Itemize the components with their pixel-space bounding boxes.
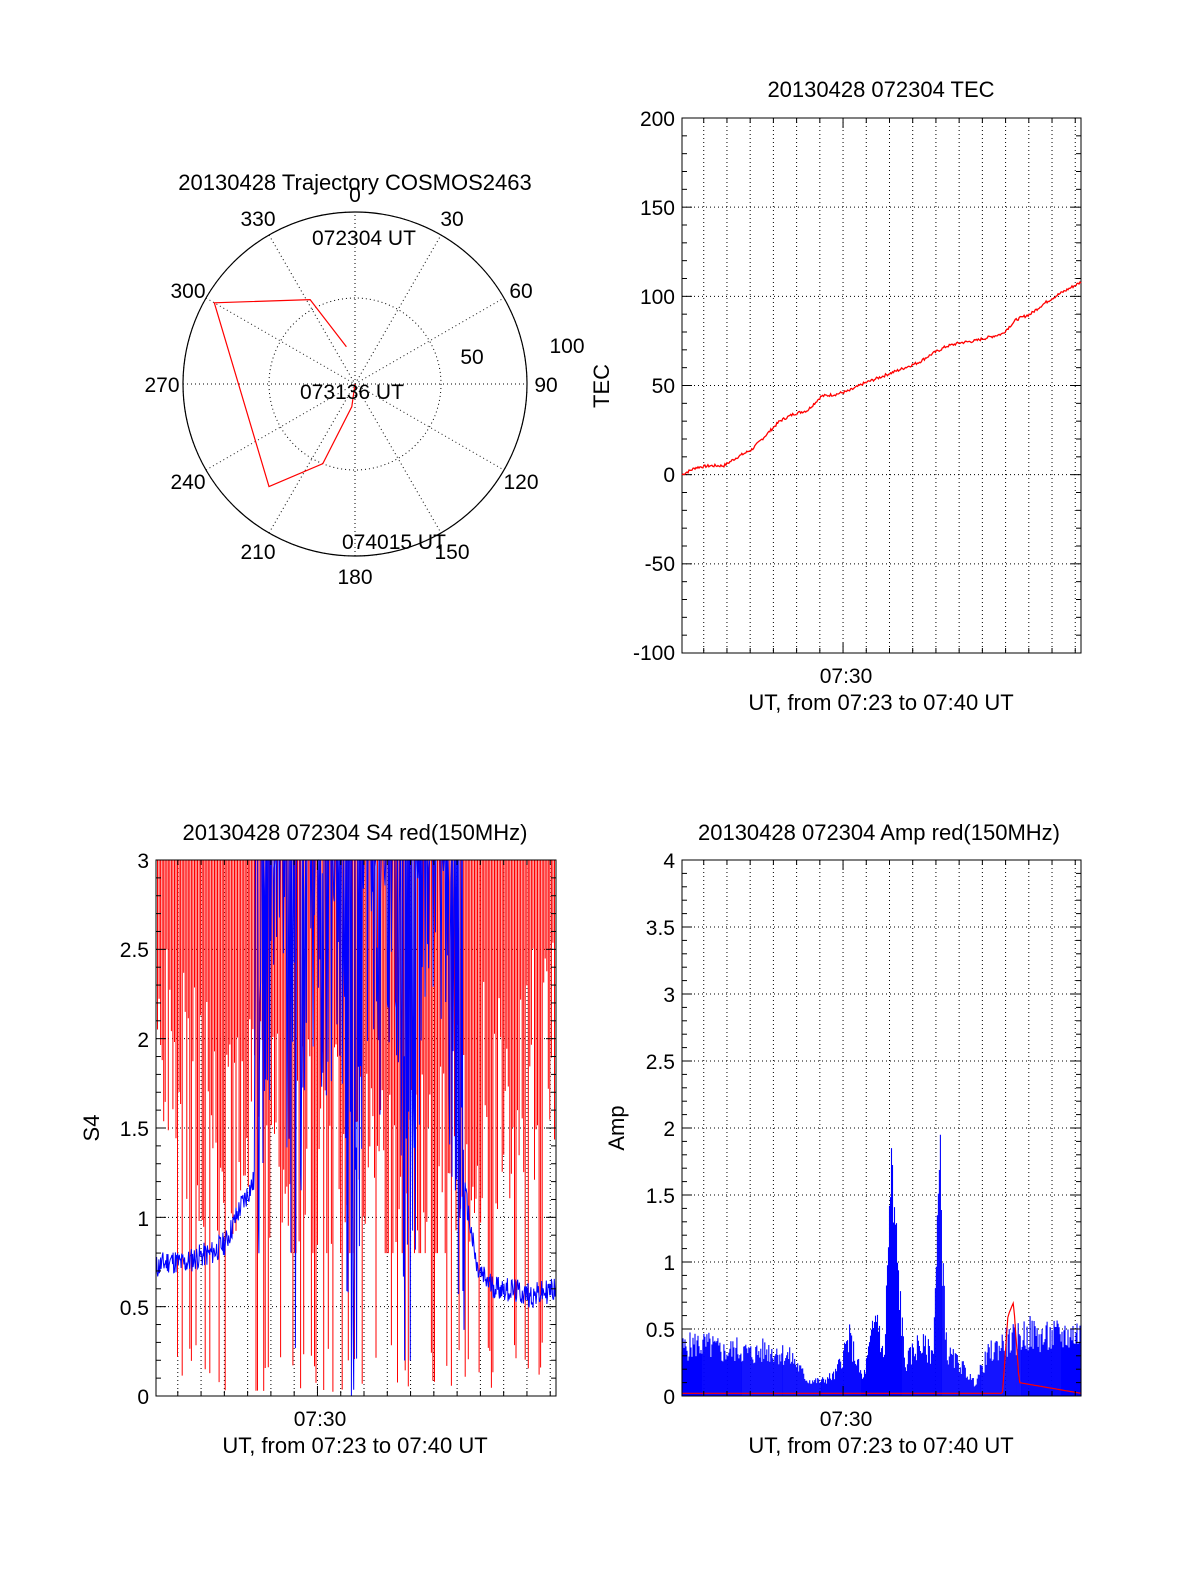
azimuth-label-150: 150 [434,541,469,564]
trajectory-mid-time: 073136 UT [300,381,404,404]
elevation-ring-label-50: 50 [460,346,483,369]
polar-ring-50 [268,297,442,471]
trajectory-end-time: 074015 UT [342,531,446,554]
s4-ytick-label: 2 [137,1029,149,1052]
tec-plot-frame [681,117,1082,654]
azimuth-label-300: 300 [170,280,205,303]
amp-ytick-label: 1.5 [646,1185,675,1208]
azimuth-label-0: 0 [349,184,361,207]
amp-xtick-label: 07:30 [820,1408,873,1431]
azimuth-label-30: 30 [440,208,463,231]
amp-red-series-line [682,1300,1082,1394]
s4-ytick-label: 0 [137,1386,149,1409]
elevation-ring-label-100: 100 [549,335,584,358]
amp-xlabel: UT, from 07:23 to 07:40 UT [748,1433,1013,1458]
amp-ytick-label: 4 [663,850,675,873]
tec-panel: 20130428 072304 TEC TEC 07:30 UT, from 0… [589,77,1082,715]
tec-title: 20130428 072304 TEC [767,77,994,102]
amp-ytick-label: 0.5 [646,1319,675,1342]
tec-ytick-label: -50 [645,553,675,576]
tec-ytick-label: 50 [652,375,675,398]
amp-blue-series [681,1134,1082,1396]
s4-panel: 20130428 072304 S4 red(150MHz) S4 07:30 … [79,820,557,1458]
trajectory-start-time: 072304 UT [312,227,416,250]
amp-ylabel: Amp [604,1105,629,1150]
s4-ytick-label: 2.5 [120,939,149,962]
azimuth-label-90: 90 [534,374,557,397]
amp-ytick-label: 1 [663,1252,675,1275]
tec-ytick-label: 0 [663,464,675,487]
tec-ylabel: TEC [589,364,614,408]
polar-panel: 20130428 Trajectory COSMOS2463 0 30 60 9… [144,170,584,589]
amp-panel: 20130428 072304 Amp red(150MHz) Amp 07:3… [604,820,1082,1458]
s4-ylabel: S4 [79,1115,104,1142]
amp-ticks [682,859,1081,1397]
tec-ytick-label: 100 [640,286,675,309]
tec-xlabel: UT, from 07:23 to 07:40 UT [748,690,1013,715]
satellite-trajectory [213,298,356,488]
azimuth-label-240: 240 [170,471,205,494]
s4-xtick-label: 07:30 [294,1408,347,1431]
polar-outer-circle [182,211,528,557]
amp-ytick-label: 3.5 [646,917,675,940]
s4-ticks [156,859,556,1397]
s4-xlabel: UT, from 07:23 to 07:40 UT [222,1433,487,1458]
s4-blue-series-line [155,859,557,1397]
amp-ytick-label: 0 [663,1386,675,1409]
azimuth-label-60: 60 [509,280,532,303]
s4-title: 20130428 072304 S4 red(150MHz) [183,820,528,845]
azimuth-label-210: 210 [240,541,275,564]
azimuth-label-270: 270 [144,374,179,397]
azimuth-label-330: 330 [240,208,275,231]
amp-ytick-label: 2.5 [646,1051,675,1074]
tec-ticks [682,117,1081,654]
s4-ytick-label: 1.5 [120,1118,149,1141]
azimuth-label-120: 120 [503,471,538,494]
amp-grid [682,860,1081,1396]
s4-ytick-label: 0.5 [120,1297,149,1320]
tec-ytick-label: 150 [640,197,675,220]
amp-title: 20130428 072304 Amp red(150MHz) [698,820,1060,845]
amp-ytick-label: 2 [663,1118,675,1141]
amp-ytick-label: 3 [663,984,675,1007]
amp-plot-frame [681,859,1082,1397]
tec-ytick-label: 200 [640,108,675,131]
tec-xtick-label: 07:30 [820,665,873,688]
tec-ytick-label: -100 [633,642,675,665]
polar-title: 20130428 Trajectory COSMOS2463 [178,170,531,195]
s4-ytick-label: 3 [137,850,149,873]
tec-grid [682,118,1081,653]
s4-ytick-label: 1 [137,1208,149,1231]
azimuth-label-180: 180 [337,566,372,589]
tec-series-line [681,280,1082,476]
